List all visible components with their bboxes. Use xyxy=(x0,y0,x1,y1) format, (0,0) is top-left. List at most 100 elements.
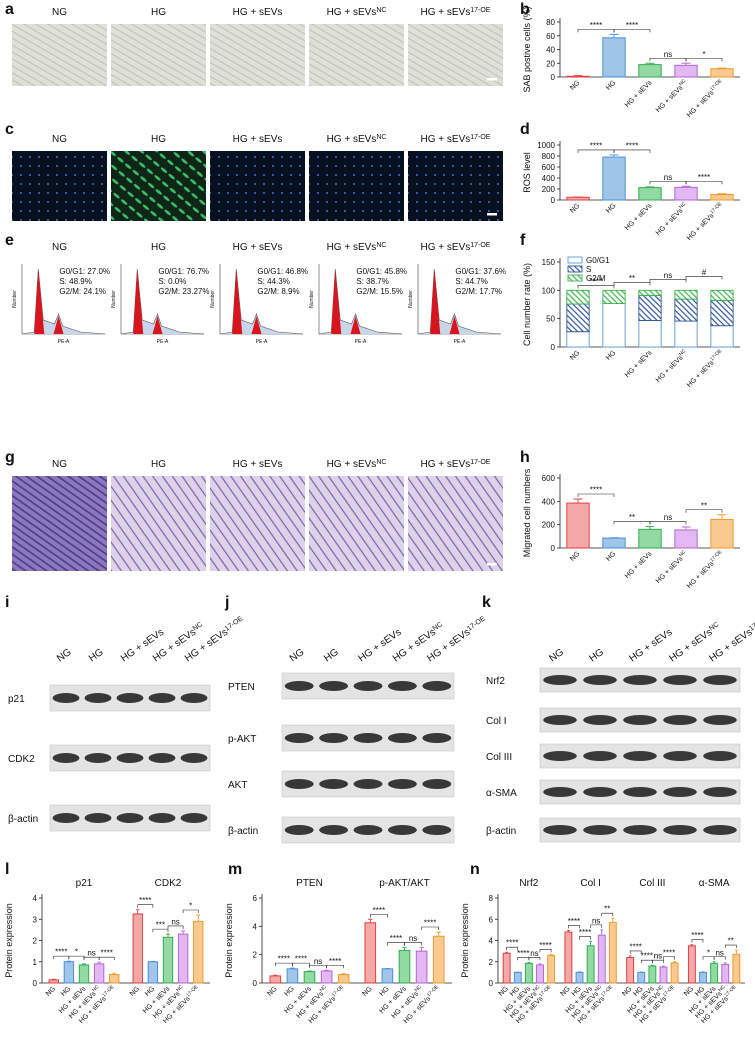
label-sup: 17-OE xyxy=(662,984,677,999)
label-sup: NC xyxy=(175,984,185,994)
sig-label: **** xyxy=(629,942,641,951)
blot-band xyxy=(623,675,657,685)
label-text: NG xyxy=(621,985,633,997)
y-tick-label: 4 xyxy=(33,894,38,903)
error-bar xyxy=(135,909,140,914)
category-label: NG xyxy=(361,985,373,997)
label-text: NG xyxy=(129,985,141,997)
category-label: HG + sEVs17-OE xyxy=(684,201,726,243)
blot-band xyxy=(52,693,80,703)
error-bar xyxy=(701,971,705,973)
sig-bracket xyxy=(685,276,723,280)
blot-band xyxy=(84,693,112,703)
label-text: HG + sEVs xyxy=(233,242,283,253)
blot-band xyxy=(703,751,737,761)
label-sup: 17-OE xyxy=(224,615,245,633)
blot-band xyxy=(319,681,349,691)
label-text: HG + sEVs xyxy=(327,134,377,145)
sig-label: **** xyxy=(139,896,151,905)
error-bar xyxy=(645,525,655,530)
label-text: NG xyxy=(569,79,581,91)
group-title: Col I xyxy=(580,878,601,889)
label-sup: NC xyxy=(678,201,688,211)
error-bar xyxy=(573,75,583,77)
legend-label: G0/G1 xyxy=(586,256,610,265)
sig-label: ** xyxy=(604,905,610,914)
blot-band xyxy=(353,681,383,691)
sig-label: **** xyxy=(424,919,436,928)
sig-bracket xyxy=(568,925,580,929)
sig-bracket xyxy=(167,925,184,929)
category-label: HG xyxy=(378,985,390,997)
error-bar xyxy=(419,947,424,952)
error-bar xyxy=(341,973,346,975)
label-text: HG xyxy=(151,459,166,470)
bar xyxy=(566,502,590,549)
bar xyxy=(536,964,544,984)
sig-label: ** xyxy=(701,501,707,510)
flow-stat: G0/G1: 27.0% xyxy=(59,267,110,276)
error-bar xyxy=(436,931,441,937)
label-text: HG + sEVs xyxy=(624,349,654,379)
blot-band xyxy=(387,779,417,789)
bar-segment xyxy=(674,320,698,348)
blot-band xyxy=(543,751,577,761)
label-text: NG xyxy=(559,985,571,997)
sig-bracket xyxy=(652,959,664,964)
bar xyxy=(659,966,668,984)
error-bar xyxy=(681,526,691,530)
y-tick-label: 80 xyxy=(546,18,555,27)
sig-label: **** xyxy=(568,917,580,926)
category-label: HG xyxy=(144,985,156,997)
label-text: HG + sEVs xyxy=(655,84,685,114)
y-tick-label: 50 xyxy=(546,315,555,324)
sig-label: ns xyxy=(171,917,179,926)
panel-letter: i xyxy=(5,594,9,611)
category-label: HG + sEVsNC xyxy=(653,201,689,237)
label-text: NG xyxy=(683,985,695,997)
label-text: NG xyxy=(52,242,67,253)
label-text: HG + sEVs xyxy=(655,207,685,237)
blot-band xyxy=(353,825,383,835)
sig-bracket xyxy=(724,944,737,949)
y-tick-label: 2 xyxy=(253,951,258,960)
label-text: NG xyxy=(45,985,57,997)
flow-label: HG + sEVsNC xyxy=(327,242,387,253)
flow-y-label: Number xyxy=(309,290,315,308)
blot-row-label: PTEN xyxy=(228,682,255,693)
error-bar xyxy=(527,961,531,964)
y-tick-label: 400 xyxy=(542,174,556,183)
blot-band xyxy=(52,753,80,763)
bar xyxy=(177,933,189,984)
flow-x-label: PE-A xyxy=(256,339,268,345)
label-text: HG + sEVs xyxy=(686,359,716,389)
panel-letter: e xyxy=(5,232,14,249)
sig-bracket xyxy=(506,946,519,951)
panel-letter: g xyxy=(5,449,15,466)
y-tick-label: 6 xyxy=(253,894,258,903)
y-tick-label: 2 xyxy=(33,937,38,946)
bar xyxy=(586,945,595,984)
bar xyxy=(286,968,299,984)
legend-swatch xyxy=(567,274,583,282)
sig-label: **** xyxy=(579,928,591,937)
error-bar xyxy=(723,962,727,965)
bar-segment xyxy=(674,298,698,322)
y-tick-label: 0 xyxy=(551,343,556,352)
panel-letter: c xyxy=(5,121,14,138)
blot-header: HG xyxy=(87,647,106,665)
y-tick-label: 4 xyxy=(489,937,494,946)
flow-g2-peak xyxy=(251,316,262,334)
blot-row-label: Nrf2 xyxy=(486,676,505,687)
bar-segment xyxy=(566,303,590,333)
micrograph xyxy=(12,476,107,571)
label-text: NG xyxy=(55,647,74,665)
flow-stat: S: 0.0% xyxy=(158,277,186,286)
category-label: HG + sEVs17-OE xyxy=(684,348,726,390)
error-bar xyxy=(324,969,329,971)
blot-band xyxy=(387,733,417,743)
blot-band xyxy=(583,787,617,797)
bar xyxy=(109,974,120,984)
blot-band xyxy=(353,779,383,789)
blot-band xyxy=(663,675,697,685)
